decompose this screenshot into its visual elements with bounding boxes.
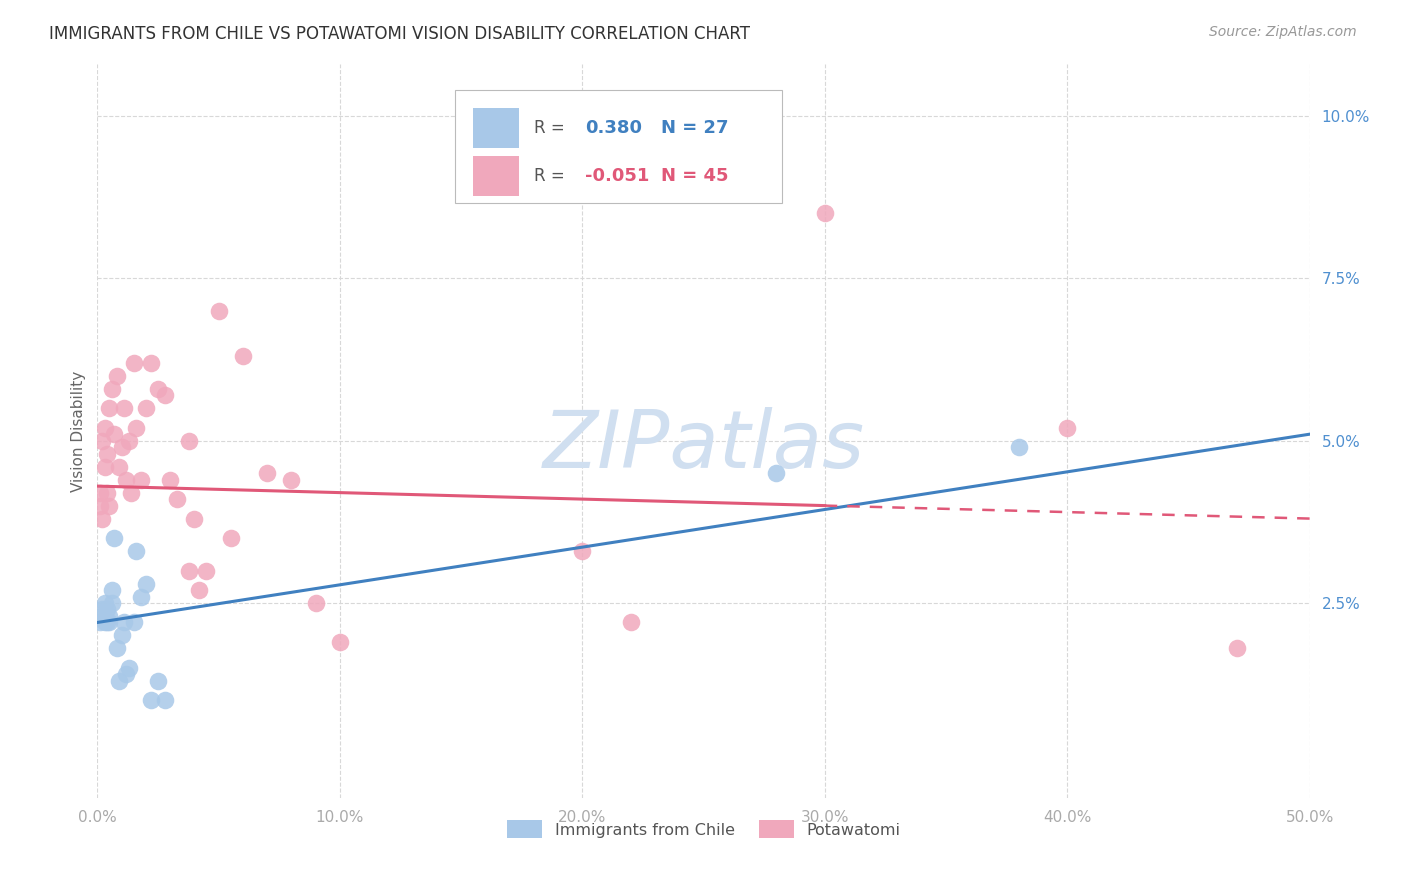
Point [103,427,125,442]
Text: Source: ZipAtlas.com: Source: ZipAtlas.com [1209,25,1357,39]
Point [101,582,124,597]
Point [93,459,115,474]
Point [207,303,229,318]
Text: ZIPatlas: ZIPatlas [543,407,865,484]
Point [166,492,188,507]
Point [91,602,114,616]
Point [129,473,152,487]
Point [122,356,145,370]
Point [108,673,131,688]
Point [129,590,152,604]
Point [195,564,218,578]
Bar [474,108,519,148]
Point [765,466,787,480]
Text: 0.380: 0.380 [585,119,641,136]
Point [91,609,114,624]
Point [146,382,169,396]
Point [93,615,115,630]
Point [105,641,128,656]
Point [1226,641,1249,656]
Point [329,635,352,649]
Point [110,440,132,454]
Point [135,576,157,591]
Point [93,420,115,434]
Point [115,667,138,681]
Point [89,499,111,513]
Point [91,434,114,448]
Point [188,582,211,597]
Point [620,615,643,630]
Point [108,459,131,474]
Point [219,531,242,545]
Point [89,485,111,500]
Point [125,544,148,558]
Point [91,511,114,525]
Point [155,693,177,707]
Point [98,401,121,416]
Point [96,602,118,616]
Point [89,615,111,630]
Bar [474,156,519,196]
Point [105,368,128,383]
Point [101,382,124,396]
Point [112,401,135,416]
Point [98,609,121,624]
Point [98,615,121,630]
Point [280,473,302,487]
Point [96,485,118,500]
Point [96,615,118,630]
Point [118,661,141,675]
Point [120,485,142,500]
Point [98,499,121,513]
Point [179,434,201,448]
Text: R =: R = [534,168,569,186]
Point [256,466,278,480]
Point [571,544,593,558]
Point [110,628,132,642]
Point [93,596,115,610]
Point [125,420,148,434]
Y-axis label: Vision Disability: Vision Disability [72,370,86,491]
Point [232,349,254,363]
Point [814,206,837,220]
Point [155,388,177,402]
Text: R =: R = [534,119,569,136]
Point [159,473,181,487]
Point [183,511,205,525]
Point [115,473,138,487]
Point [101,596,124,610]
Text: IMMIGRANTS FROM CHILE VS POTAWATOMI VISION DISABILITY CORRELATION CHART: IMMIGRANTS FROM CHILE VS POTAWATOMI VISI… [49,25,751,43]
Point [146,673,169,688]
Point [112,615,135,630]
Point [135,401,157,416]
Point [179,564,201,578]
Point [103,531,125,545]
Point [122,615,145,630]
Point [118,434,141,448]
Text: N = 45: N = 45 [661,168,728,186]
Point [139,693,162,707]
Point [139,356,162,370]
Legend: Immigrants from Chile, Potawatomi: Immigrants from Chile, Potawatomi [501,814,907,845]
Point [304,596,326,610]
Point [1056,420,1078,434]
FancyBboxPatch shape [456,90,782,203]
Point [96,447,118,461]
Text: N = 27: N = 27 [661,119,728,136]
Point [1008,440,1031,454]
Text: -0.051: -0.051 [585,168,650,186]
